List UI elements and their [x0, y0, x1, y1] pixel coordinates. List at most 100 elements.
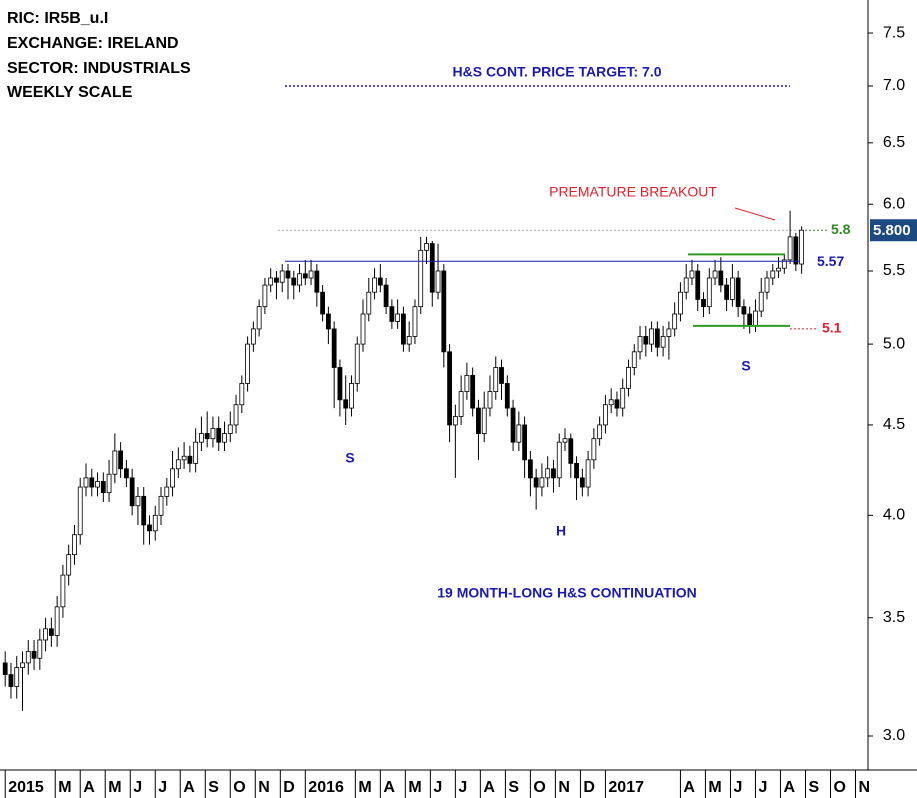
candle-body: [724, 284, 730, 300]
candle-body: [620, 387, 626, 409]
candle-body: [164, 486, 170, 497]
candle-body: [522, 424, 528, 461]
candle-body: [152, 514, 158, 532]
candle-body: [199, 433, 204, 443]
candle-body: [447, 351, 452, 426]
candle-body: [539, 477, 545, 488]
x-tick-label: J: [758, 779, 767, 796]
candle-body: [401, 313, 406, 345]
candle-body: [504, 383, 510, 409]
candle-body: [631, 351, 637, 368]
candle-body: [493, 367, 499, 392]
candle-body: [37, 639, 43, 659]
candle-body: [129, 477, 135, 507]
candle-body: [43, 628, 48, 641]
x-tick-label: D: [583, 779, 595, 796]
candle-body: [77, 486, 83, 536]
candle-body: [106, 473, 112, 494]
candle-body: [383, 284, 389, 308]
candle-body: [83, 477, 89, 488]
candle-body: [14, 667, 20, 687]
support-label: 5.1: [822, 320, 842, 336]
candle-body: [100, 481, 106, 494]
candle-body: [141, 495, 147, 526]
x-tick-label: J: [733, 779, 742, 796]
candle-body: [585, 459, 591, 488]
candle-body: [551, 468, 556, 479]
candle-body: [568, 438, 574, 464]
y-tick-label: 7.0: [883, 77, 905, 94]
candle-body: [770, 270, 776, 279]
x-tick-label: A: [383, 779, 395, 796]
candle-body: [118, 450, 124, 470]
candle-body: [678, 291, 683, 315]
price-box: [870, 219, 917, 242]
x-tick-label: S: [508, 779, 519, 796]
candle-body: [753, 310, 758, 327]
candle-body: [331, 328, 337, 368]
candle-body: [510, 407, 516, 443]
x-tick-label: 2016: [308, 779, 344, 796]
candle-body: [545, 468, 551, 479]
candle-body: [747, 313, 753, 327]
x-tick-label: M: [358, 779, 371, 796]
candle-body: [343, 399, 349, 409]
x-tick-label: M: [708, 779, 721, 796]
candle-body: [20, 662, 25, 668]
candle-body: [233, 404, 239, 426]
candle-body: [781, 259, 787, 269]
candle-body: [123, 468, 129, 479]
y-tick-label: 6.0: [883, 195, 905, 212]
candle-body: [556, 441, 562, 479]
candle-body: [268, 277, 274, 286]
candle-body: [279, 270, 285, 283]
candle-body: [193, 441, 199, 464]
candle-body: [654, 328, 660, 348]
header-line: EXCHANGE: IRELAND: [7, 35, 179, 52]
candle-body: [481, 407, 487, 434]
candle-body: [672, 313, 678, 330]
candle-body: [158, 495, 164, 516]
shoulder-label: S: [741, 358, 750, 374]
candle-body: [764, 277, 770, 293]
shoulder-label: S: [345, 450, 354, 466]
breakout-pointer: [734, 207, 776, 221]
candle-body: [395, 313, 401, 322]
x-tick-label: N: [558, 779, 570, 796]
candle-body: [210, 427, 216, 440]
candle-body: [735, 277, 741, 308]
candle-body: [349, 383, 354, 409]
candle-body: [320, 291, 326, 315]
candle-body: [187, 455, 193, 464]
y-tick-label: 7.5: [883, 24, 905, 41]
head-label: H: [556, 523, 566, 539]
candle-body: [608, 399, 614, 406]
candle-body: [181, 455, 187, 461]
candle-body: [562, 438, 568, 443]
candle-body: [441, 270, 447, 353]
candle-body: [325, 313, 331, 330]
candle-body: [204, 433, 210, 440]
y-tick-label: 3.5: [883, 609, 905, 626]
candle-body: [787, 236, 793, 261]
y-tick-label: 5.0: [883, 335, 905, 352]
candle-body: [291, 277, 297, 286]
x-tick-label: D: [283, 779, 295, 796]
header-line: WEEKLY SCALE: [7, 84, 133, 101]
y-tick-label: 5.5: [883, 262, 905, 279]
x-tick-label: O: [833, 779, 845, 796]
x-tick-label: M: [108, 779, 121, 796]
candle-body: [31, 650, 37, 659]
candle-body: [256, 306, 262, 330]
x-tick-label: N: [258, 779, 270, 796]
candle-body: [48, 628, 54, 636]
candle-body: [2, 662, 8, 676]
y-tick-label: 3.0: [883, 727, 905, 744]
candle-body: [89, 477, 95, 488]
candle-body: [354, 343, 360, 384]
candle-body: [95, 481, 100, 488]
candle-body: [758, 291, 764, 312]
candle-body: [222, 433, 227, 443]
